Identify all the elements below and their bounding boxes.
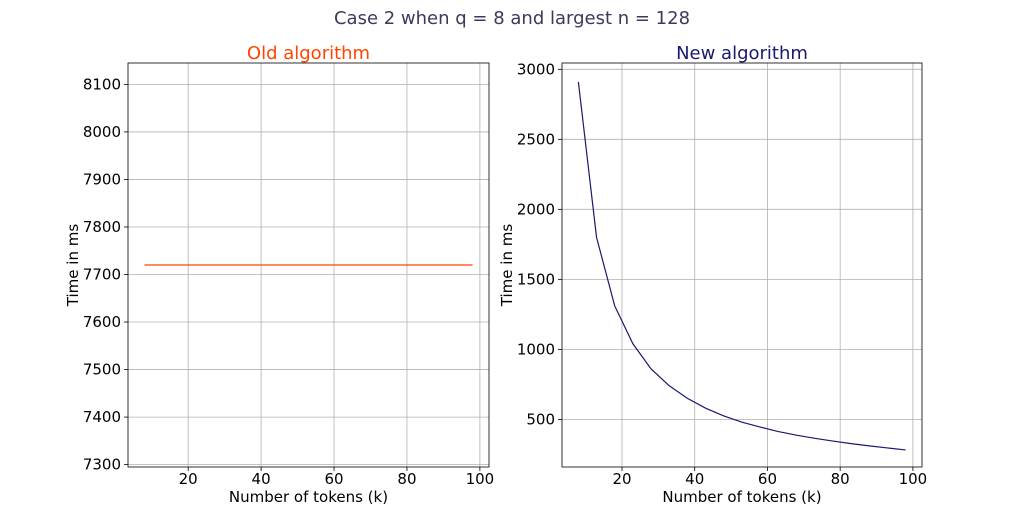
plot-frame	[561, 62, 923, 468]
old-algorithm-chart: 20 40 60 80 100 7300 7400 7500 7600 7700 7800 7900 8…	[64, 43, 494, 506]
plot-frame	[127, 62, 490, 468]
y-tick-label: 7300	[83, 456, 121, 474]
x-tick-label: 60	[758, 470, 777, 488]
x-tick-label: 100	[466, 470, 495, 488]
y-tick-label: 8100	[83, 75, 121, 93]
y-tick-label: 7600	[83, 313, 121, 331]
y-tick-label: 1000	[517, 340, 555, 358]
y-tick-label: 7800	[83, 218, 121, 236]
y-tick-label: 3000	[517, 60, 555, 78]
new-chart-title: New algorithm	[676, 43, 808, 64]
y-axis-label: Time in ms	[64, 224, 82, 308]
new-series-line	[577, 81, 906, 451]
x-tick-label: 40	[685, 470, 704, 488]
old-chart-title: Old algorithm	[247, 43, 370, 64]
y-tick-label: 7900	[83, 170, 121, 188]
y-tick-label: 2500	[517, 130, 555, 148]
x-tick-label: 20	[612, 470, 631, 488]
y-tick-label: 1500	[517, 270, 555, 288]
x-tick-label: 60	[324, 470, 343, 488]
x-axis-label: Number of tokens (k)	[662, 488, 821, 506]
y-tick-label: 500	[526, 410, 555, 428]
x-tick-label: 100	[899, 470, 928, 488]
y-axis-label: Time in ms	[498, 224, 516, 308]
x-tick-label: 20	[179, 470, 198, 488]
y-tick-label: 8000	[83, 123, 121, 141]
y-tick-label: 2000	[517, 200, 555, 218]
x-tick-label: 40	[252, 470, 271, 488]
y-tick-label: 7400	[83, 408, 121, 426]
x-axis-label: Number of tokens (k)	[229, 488, 388, 506]
y-tick-label: 7700	[83, 266, 121, 284]
x-tick-label: 80	[831, 470, 850, 488]
figure-title: Case 2 when q = 8 and largest n = 128	[334, 8, 690, 29]
new-algorithm-chart: 20 40 60 80 100 500 1000 1500 2000 2500 3000 New al…	[498, 43, 927, 506]
x-tick-label: 80	[397, 470, 416, 488]
y-tick-label: 7500	[83, 361, 121, 379]
